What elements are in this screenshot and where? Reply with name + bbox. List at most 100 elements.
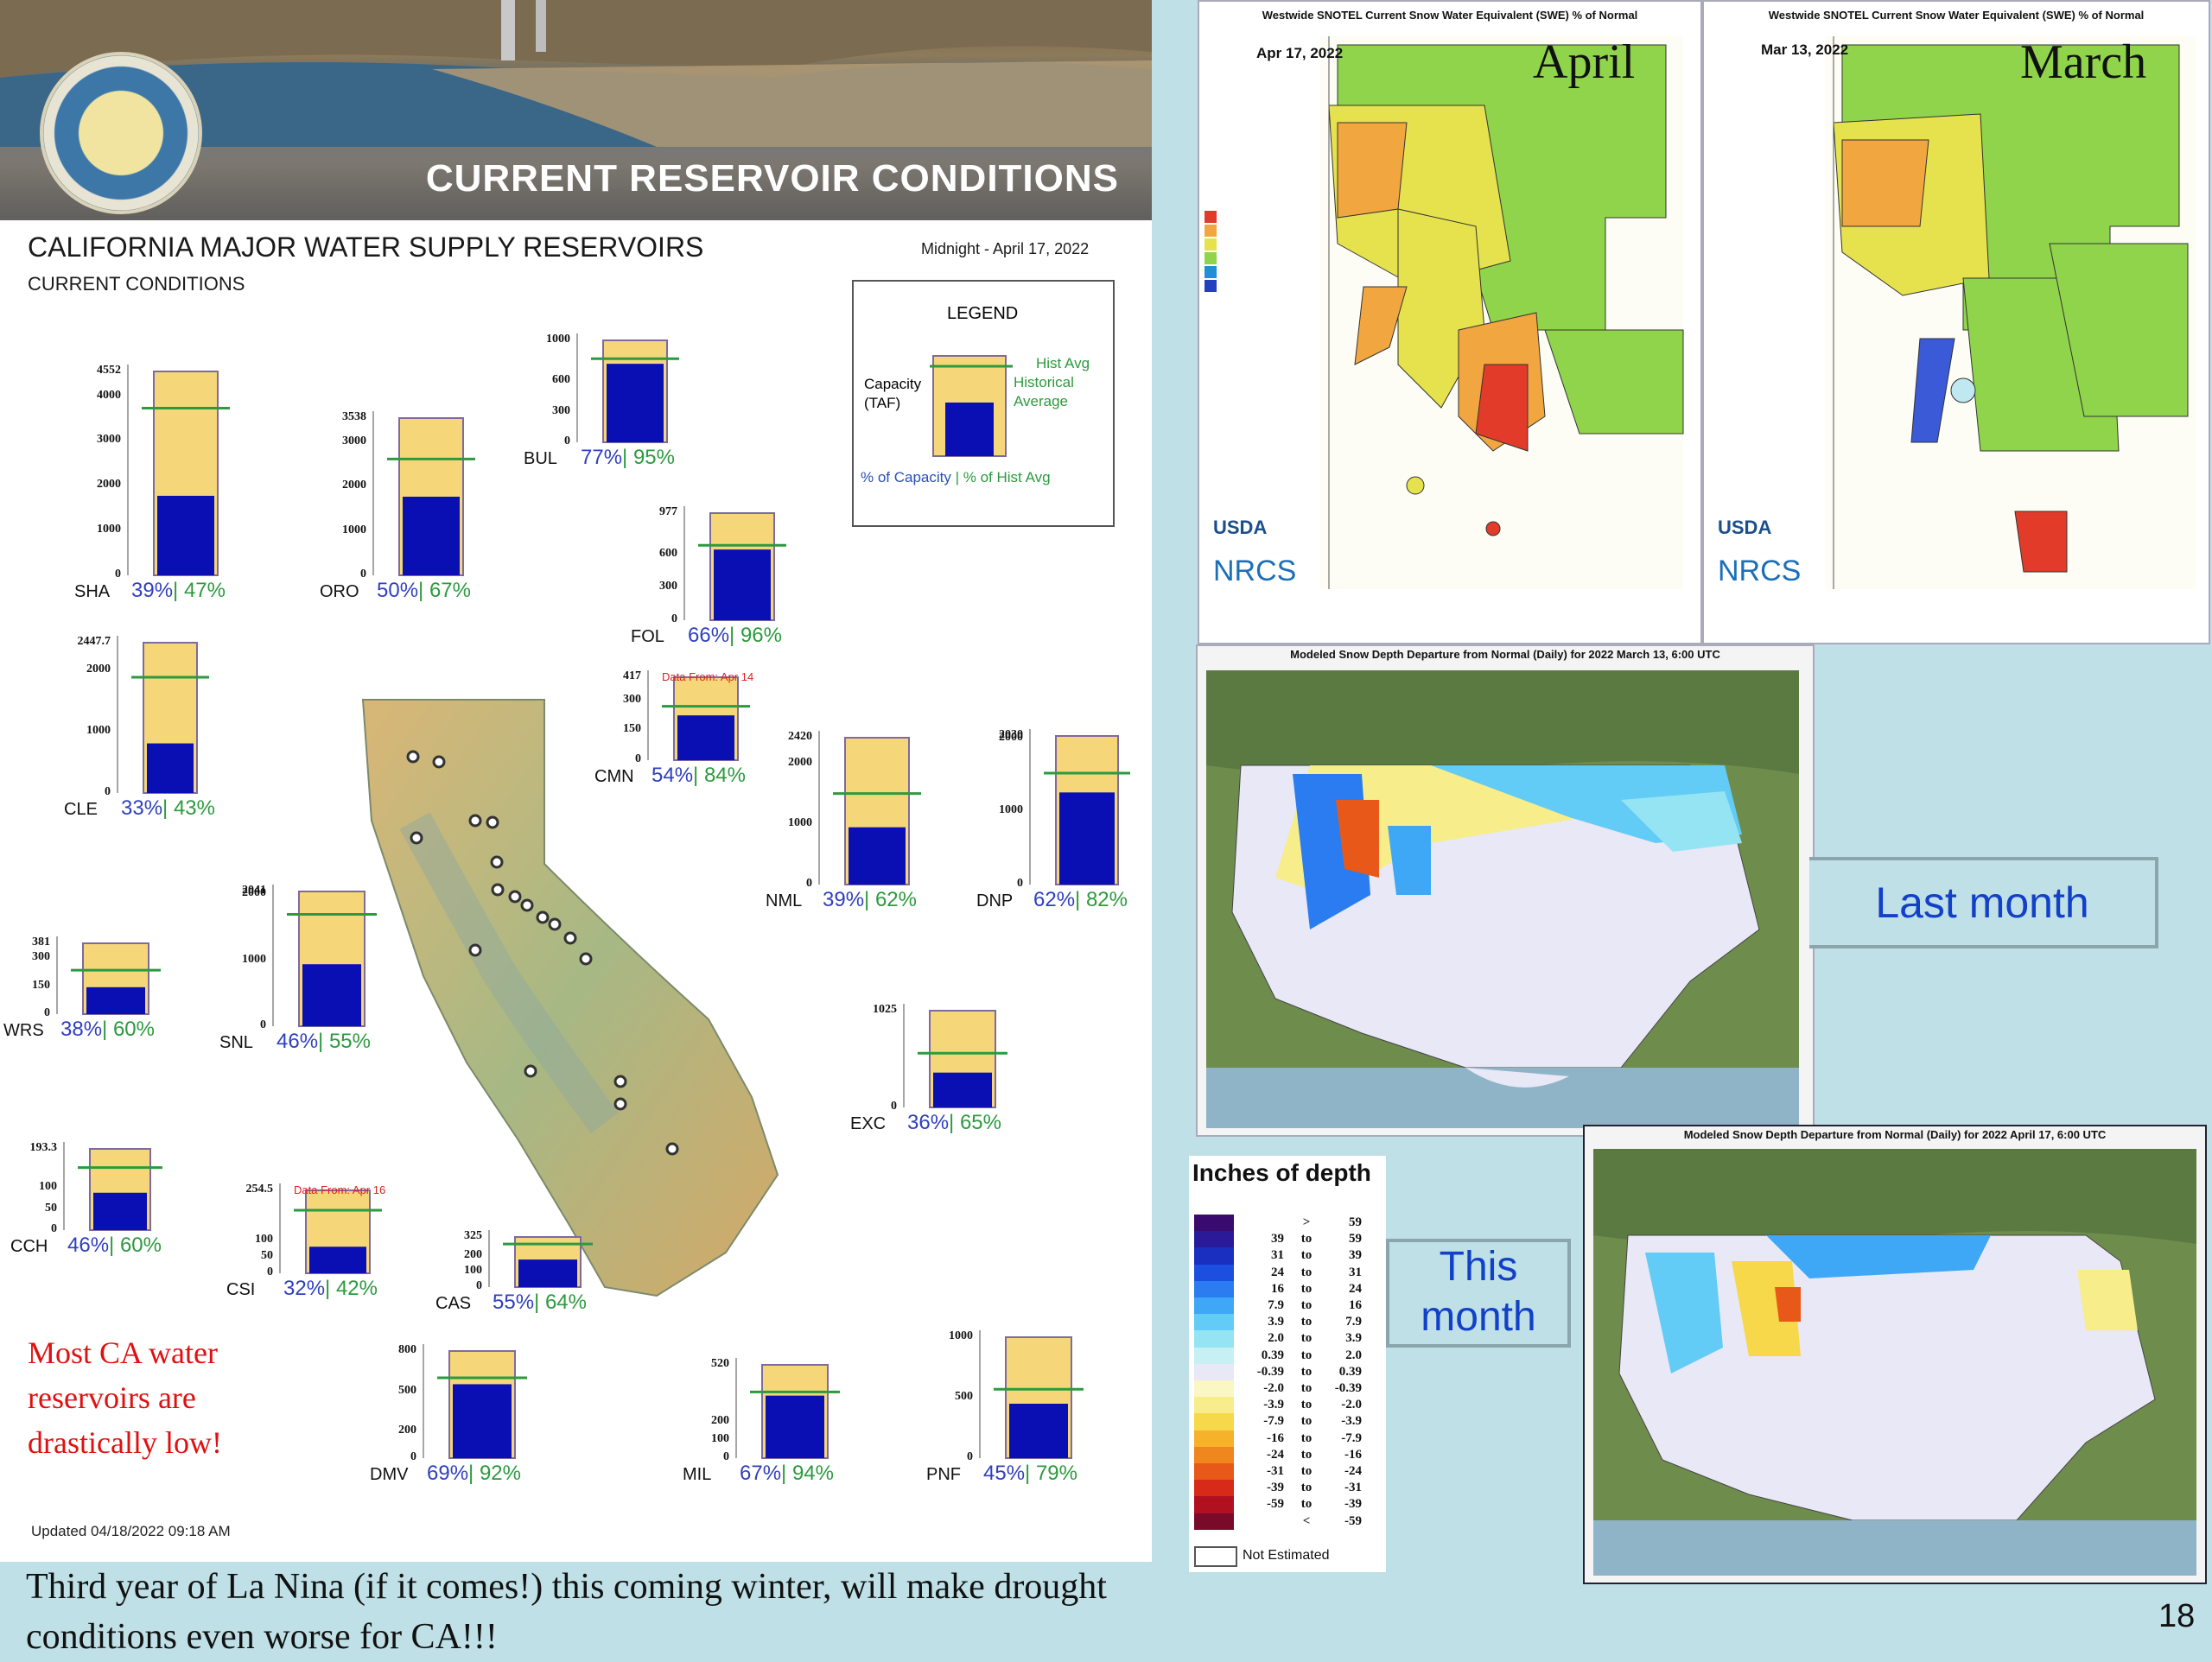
reservoir-storage-bar-cle	[147, 743, 194, 793]
not-estimated-swatch	[1194, 1546, 1237, 1567]
reservoir-pct-hist: 60%	[119, 1234, 162, 1257]
reservoir-charts	[56, 333, 1130, 1459]
depth-swatch	[1194, 1247, 1234, 1265]
reservoir-percent-oro: 50%| 67%	[377, 579, 471, 602]
snow-depth-march-image	[1206, 670, 1799, 1128]
depth-range-high: 7.9	[1345, 1315, 1362, 1329]
reservoir-name-cas: CAS	[435, 1294, 472, 1313]
depth-range-sep: <	[1302, 1513, 1311, 1528]
depth-range-high: -2.0	[1341, 1398, 1362, 1412]
reservoir-percent-exc: 36%| 65%	[907, 1111, 1001, 1134]
reservoir-tick-label: 1000	[999, 803, 1023, 817]
depth-range-low: -7.9	[1263, 1414, 1284, 1429]
depth-swatch	[1194, 1446, 1234, 1463]
reservoir-tick-label: 3538	[342, 410, 366, 423]
reservoir-tick-label: 0	[891, 1100, 897, 1113]
reservoir-pct-hist: 42%	[335, 1277, 378, 1300]
depth-swatch	[1194, 1430, 1234, 1447]
depth-swatch	[1194, 1314, 1234, 1331]
reservoir-tick-label: 100	[464, 1264, 482, 1278]
depth-range-high: 59	[1349, 1232, 1362, 1246]
snotel-march-title: Westwide SNOTEL Current Snow Water Equiv…	[1768, 9, 2145, 22]
reservoir-tick-label: 2000	[97, 478, 121, 492]
depth-range-sep: to	[1300, 1248, 1313, 1263]
reservoir-pct-capacity: 66%	[688, 624, 730, 647]
reservoir-pct-capacity: 32%	[283, 1277, 326, 1300]
reservoir-tick-label: 100	[711, 1432, 729, 1446]
depth-swatch	[1194, 1380, 1234, 1398]
this-month-callout: This month	[1386, 1239, 1571, 1348]
reservoir-pct-hist: 84%	[703, 764, 746, 787]
reservoir-tick-label: 0	[51, 1222, 57, 1235]
reservoir-tick-label: 200	[464, 1248, 482, 1262]
reservoir-tick-label: 0	[44, 1006, 50, 1019]
reservoir-pct-hist: 65%	[959, 1111, 1001, 1134]
depth-swatch	[1194, 1280, 1234, 1297]
reservoir-percent-cmn: 54%| 84%	[652, 764, 746, 787]
reservoir-tick-label: 200	[398, 1424, 416, 1437]
depth-range-high: 3.9	[1345, 1331, 1362, 1346]
reservoir-tick-label: 1000	[546, 333, 570, 346]
reservoir-storage-bar-sha	[157, 495, 214, 575]
reservoir-percent-nml: 39%| 62%	[823, 888, 917, 911]
reservoir-tick-label: 193.3	[29, 1141, 58, 1154]
depth-range-sep: to	[1300, 1298, 1313, 1312]
reservoir-pct-capacity: 39%	[131, 579, 174, 602]
reservoir-name-cch: CCH	[10, 1237, 48, 1256]
depth-legend-title: Inches of depth	[1192, 1159, 1371, 1186]
reservoir-tick-label: 1000	[97, 523, 121, 536]
reservoir-storage-bar-dnp	[1059, 792, 1115, 885]
reservoir-pct-hist: 67%	[429, 579, 471, 602]
depth-swatch	[1194, 1231, 1234, 1248]
reservoir-tick-label: 0	[115, 568, 121, 580]
reservoir-tick-label: 100	[255, 1233, 273, 1246]
legend-percent-label: % of Capacity | % of Hist Avg	[861, 469, 1051, 485]
reservoir-storage-bar-nml	[849, 827, 906, 885]
depth-swatch	[1194, 1496, 1234, 1513]
reservoir-storage-bar-exc	[933, 1072, 992, 1107]
depth-range-low: -3.9	[1263, 1398, 1284, 1412]
snotel-april-legend	[1205, 211, 1217, 292]
depth-range-sep: to	[1300, 1430, 1313, 1445]
reservoir-tick-label: 2000	[788, 755, 812, 769]
reservoir-tick-label: 2420	[788, 730, 812, 743]
depth-range-high: 59	[1349, 1215, 1362, 1229]
reservoir-pct-hist: 55%	[328, 1030, 371, 1053]
reservoir-pct-capacity: 45%	[983, 1462, 1026, 1485]
reservoir-storage-bar-wrs	[86, 986, 145, 1014]
reservoir-tick-label: 977	[659, 505, 677, 518]
depth-range-low: 24	[1271, 1265, 1284, 1279]
reservoir-pct-hist: 47%	[183, 579, 226, 602]
depth-range-low: -24	[1267, 1447, 1284, 1462]
depth-range-high: 24	[1349, 1281, 1362, 1296]
legend-capacity-label: Capacity (TAF)	[864, 376, 922, 411]
reservoir-tick-label: 2000	[242, 886, 266, 900]
depth-range-sep: to	[1300, 1398, 1313, 1412]
reservoir-percent-dmv: 69%| 92%	[427, 1462, 521, 1485]
reservoir-tick-label: 300	[552, 403, 570, 417]
reservoir-tick-label: 3000	[97, 433, 121, 447]
reservoir-pct-hist: 82%	[1085, 888, 1128, 911]
slide-caption: Third year of La Nina (if it comes!) thi…	[26, 1567, 1107, 1657]
nrcs-logo-april: NRCS	[1213, 555, 1297, 587]
depth-swatch	[1194, 1297, 1234, 1315]
reservoir-tick-label: 50	[45, 1201, 57, 1215]
depth-swatch	[1194, 1347, 1234, 1364]
reservoir-percent-bul: 77%| 95%	[581, 446, 675, 469]
reservoir-tick-label: 520	[711, 1357, 729, 1370]
reservoir-storage-bar-csi	[309, 1246, 366, 1273]
reservoir-tick-label: 500	[398, 1383, 416, 1397]
dwr-seal-logo	[40, 52, 202, 214]
reservoir-pct-hist: 92%	[479, 1462, 521, 1485]
last-month-callout: Last month	[1809, 857, 2158, 948]
legend-title: LEGEND	[947, 304, 1019, 323]
reservoir-name-nml: NML	[766, 891, 803, 910]
reservoir-tick-label: 0	[723, 1450, 729, 1463]
depth-range-sep: to	[1300, 1281, 1313, 1296]
reservoir-tick-label: 300	[623, 692, 641, 706]
reservoir-tick-label: 800	[398, 1343, 416, 1356]
nrcs-logo-march: NRCS	[1718, 555, 1802, 587]
reservoir-tick-label: 100	[39, 1180, 57, 1194]
depth-range-high: -59	[1344, 1513, 1362, 1528]
reservoir-title: CALIFORNIA MAJOR WATER SUPPLY RESERVOIRS	[28, 232, 704, 263]
